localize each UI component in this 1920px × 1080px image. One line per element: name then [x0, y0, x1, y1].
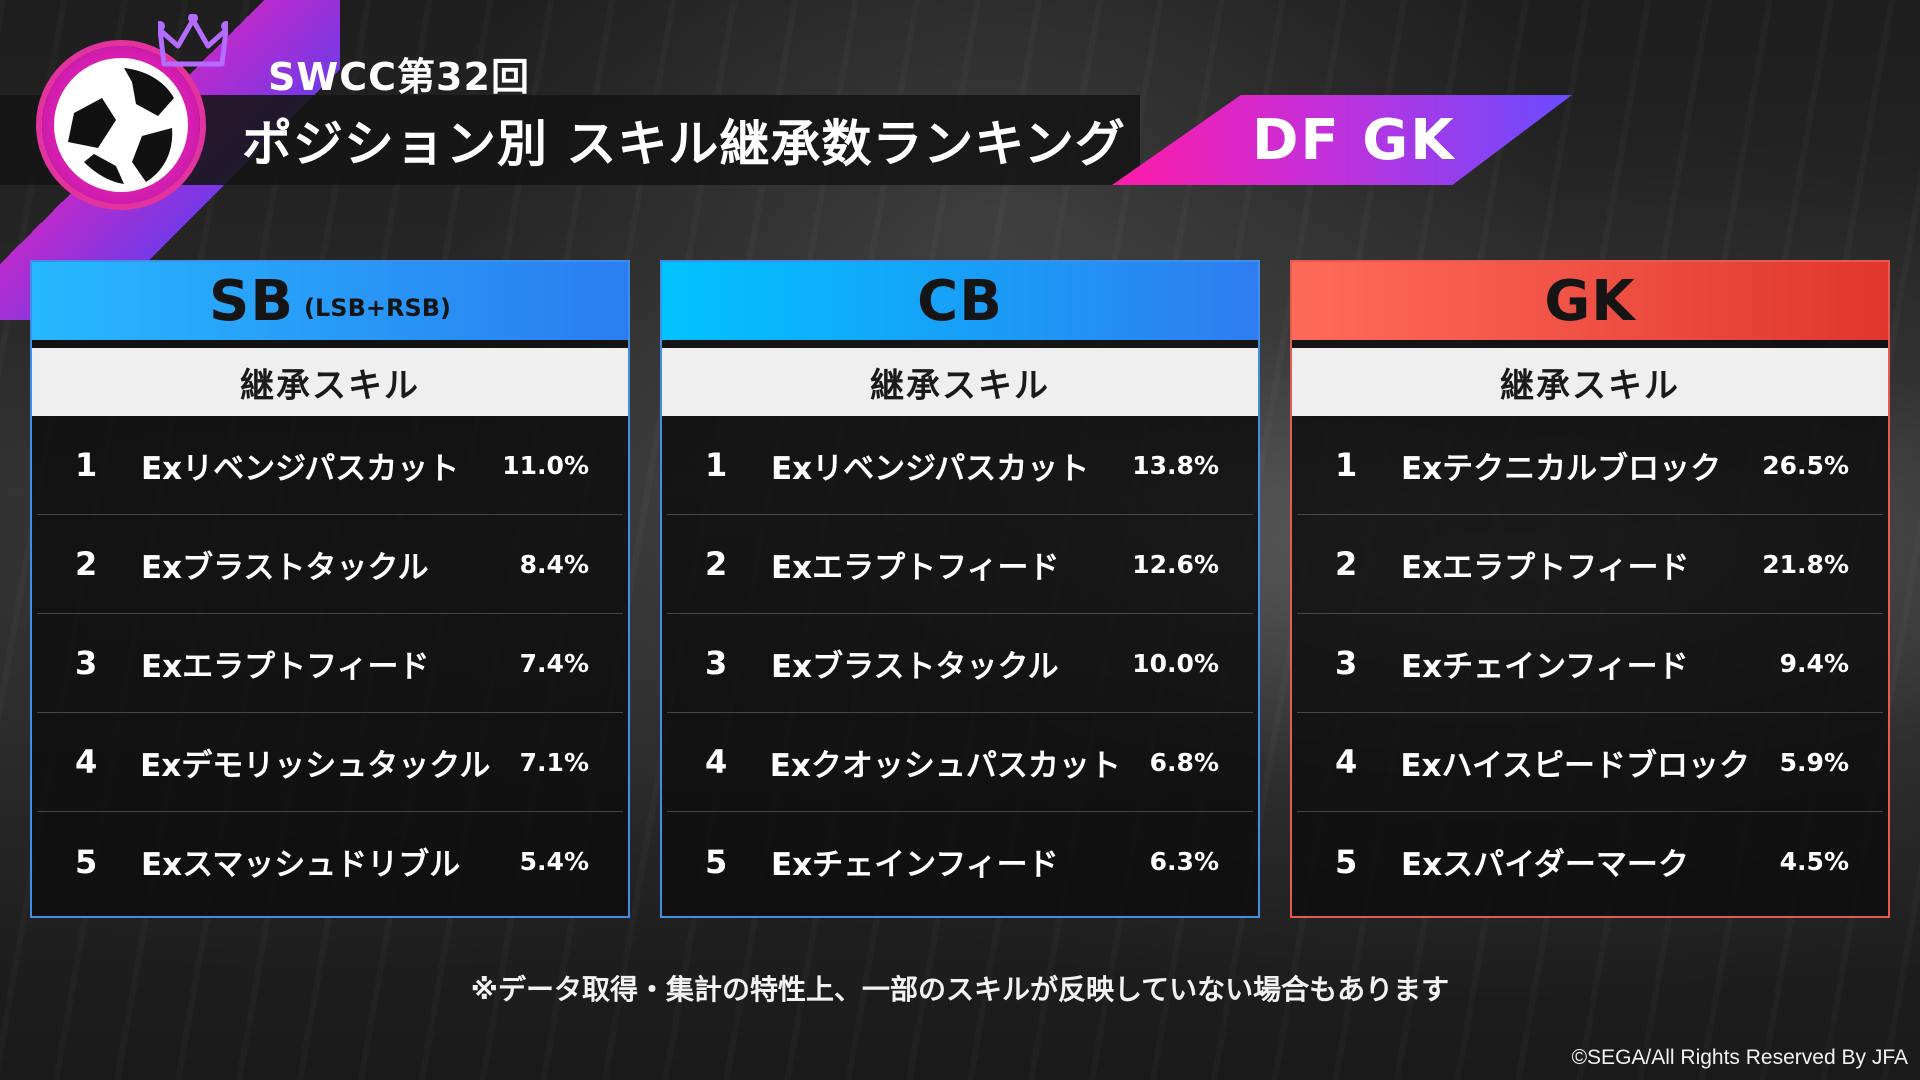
ranking-row: 3 Exチェインフィード 9.4%	[1297, 614, 1883, 713]
skill-name: Exリベンジパスカット	[141, 450, 460, 487]
ranking-row: 1 Exテクニカルブロック 26.5%	[1297, 416, 1883, 515]
percentage: 8.4%	[519, 549, 589, 579]
rank: 3	[1335, 644, 1358, 682]
panel-gk: GK 継承スキル 1 Exテクニカルブロック 26.5% 2 Exエラプトフィード 21…	[1290, 260, 1890, 918]
ranking-row: 5 Exスマッシュドリブル 5.4%	[37, 812, 623, 911]
ranking-row: 4 Exハイスピードブロック 5.9%	[1297, 713, 1883, 812]
percentage: 10.0%	[1132, 648, 1219, 678]
skill-name: Exブラストタックル	[141, 549, 429, 586]
skill-name: Exスパイダーマーク	[1401, 847, 1689, 883]
percentage: 5.4%	[519, 847, 589, 876]
ranking-row: 4 Exデモリッシュタックル 7.1%	[37, 713, 623, 812]
skill-name: Exクオッシュパスカット	[769, 747, 1121, 784]
percentage: 11.0%	[502, 450, 589, 480]
ranking-row: 2 Exエラプトフィード 12.6%	[667, 515, 1253, 614]
rank: 2	[705, 545, 728, 583]
skill-name: Exチェインフィード	[1401, 648, 1689, 685]
position-sublabel: (LSB+RSB)	[304, 294, 451, 322]
percentage: 26.5%	[1762, 450, 1849, 480]
rank: 5	[75, 842, 98, 881]
skill-name: Exリベンジパスカット	[771, 450, 1090, 487]
skill-name: Exエラプトフィード	[771, 549, 1060, 586]
rank: 5	[705, 842, 728, 881]
copyright: ©SEGA/All Rights Reserved By JFA	[1571, 1046, 1908, 1069]
crown-icon	[158, 14, 228, 67]
ranking-row: 5 Exチェインフィード 6.3%	[667, 812, 1253, 911]
ranking-row: 3 Exエラプトフィード 7.4%	[37, 614, 623, 713]
rank: 4	[1335, 743, 1358, 781]
panel-cb: CB 継承スキル 1 Exリベンジパスカット 13.8% 2 Exエラプトフィード 12…	[660, 260, 1260, 918]
rank: 4	[75, 743, 98, 781]
position-label: GK	[1544, 268, 1636, 334]
skill-name: Exハイスピードブロック	[1400, 747, 1750, 784]
skill-name: Exチェインフィード	[771, 847, 1059, 883]
rank: 3	[75, 644, 98, 682]
ranking-row: 1 Exリベンジパスカット 11.0%	[37, 416, 623, 515]
skill-name: Exエラプトフィード	[141, 648, 430, 685]
ranking-row: 5 Exスパイダーマーク 4.5%	[1297, 812, 1883, 911]
rank: 4	[705, 743, 728, 781]
footnote: ※データ取得・集計の特性上、一部のスキルが反映していない場合もあります	[470, 973, 1450, 1006]
skill-name: Exスマッシュドリブル	[141, 847, 461, 883]
percentage: 21.8%	[1762, 549, 1849, 579]
column-header: 継承スキル	[662, 348, 1258, 416]
skill-name: Exブラストタックル	[771, 648, 1059, 685]
rank: 1	[705, 446, 728, 484]
ranking-row: 4 Exクオッシュパスカット 6.8%	[667, 713, 1253, 812]
soccer-ball-globe-icon	[42, 46, 200, 204]
skill-name: Exデモリッシュタックル	[140, 747, 491, 784]
panel-sb: SB (LSB+RSB) 継承スキル 1 Exリベンジパスカット 11.0% 2 Ex…	[30, 260, 630, 918]
position-tag-label: DF GK	[1252, 108, 1456, 173]
ranking-row: 3 Exブラストタックル 10.0%	[667, 614, 1253, 713]
skill-name: Exテクニカルブロック	[1401, 450, 1722, 487]
percentage: 6.3%	[1149, 847, 1219, 876]
event-supertitle: SWCC第32回	[268, 55, 530, 99]
ranking-row: 2 Exブラストタックル 8.4%	[37, 515, 623, 614]
rank: 5	[1335, 842, 1358, 881]
percentage: 9.4%	[1779, 648, 1849, 678]
panel-header: CB	[662, 262, 1258, 340]
percentage: 5.9%	[1779, 747, 1849, 777]
rank: 2	[1335, 545, 1358, 583]
panel-header: GK	[1292, 262, 1888, 340]
percentage: 12.6%	[1132, 549, 1219, 579]
position-label: SB	[209, 268, 295, 334]
percentage: 7.4%	[519, 648, 589, 678]
column-header: 継承スキル	[32, 348, 628, 416]
rank: 2	[75, 545, 98, 583]
rank: 1	[75, 446, 98, 484]
ranking-row: 2 Exエラプトフィード 21.8%	[1297, 515, 1883, 614]
column-header: 継承スキル	[1292, 348, 1888, 416]
panel-header: SB (LSB+RSB)	[32, 262, 628, 340]
percentage: 6.8%	[1149, 747, 1219, 777]
rank: 1	[1335, 446, 1358, 484]
page-title: ポジション別 スキル継承数ランキング	[242, 115, 1126, 173]
percentage: 13.8%	[1132, 450, 1219, 480]
ranking-row: 1 Exリベンジパスカット 13.8%	[667, 416, 1253, 515]
rank: 3	[705, 644, 728, 682]
position-label: CB	[917, 268, 1003, 334]
percentage: 7.1%	[519, 747, 589, 777]
skill-name: Exエラプトフィード	[1401, 549, 1690, 586]
percentage: 4.5%	[1779, 847, 1849, 876]
